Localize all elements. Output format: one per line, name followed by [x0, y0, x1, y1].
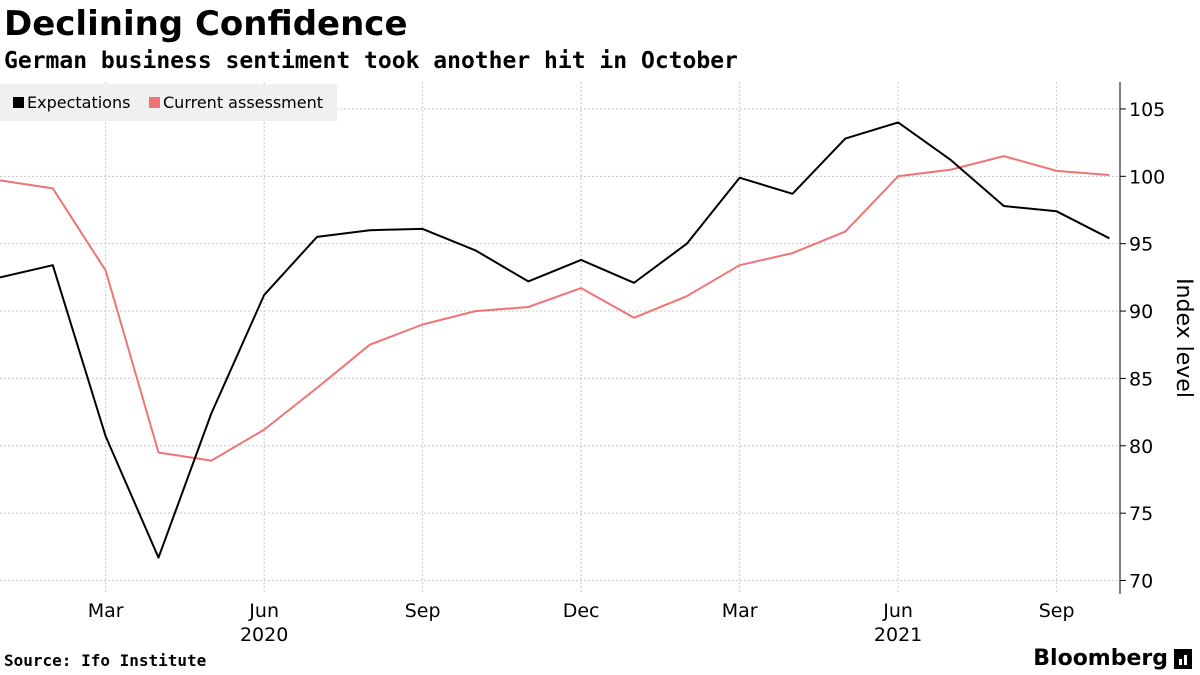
legend-label-current-assessment: Current assessment — [163, 93, 323, 112]
x-year-label: 2020 — [240, 624, 288, 646]
y-tick-label: 95 — [1129, 234, 1153, 256]
y-tick-label: 75 — [1129, 503, 1153, 525]
series-line-current-assessment — [0, 155, 1110, 462]
bloomberg-terminal-icon — [1174, 649, 1192, 669]
x-axis-ticks: Mar Jun Sep Dec Mar Jun Sep 2020 2021 — [88, 600, 1075, 646]
chart-title: Declining Confidence — [4, 4, 408, 44]
x-tick-label: Sep — [1039, 600, 1075, 622]
legend-swatch-expectations — [13, 97, 24, 108]
y-tick-label: 105 — [1129, 99, 1165, 121]
legend-label-expectations: Expectations — [27, 93, 130, 112]
x-tick-label: Jun — [248, 600, 279, 622]
x-year-label: 2021 — [874, 624, 922, 646]
legend-swatch-current-assessment — [149, 97, 160, 108]
y-tick-label: 90 — [1129, 301, 1153, 323]
chart-subtitle: German business sentiment took another h… — [4, 48, 738, 74]
x-tick-label: Jun — [882, 600, 913, 622]
x-tick-label: Mar — [88, 600, 124, 622]
brand-logo: Bloomberg — [1033, 645, 1192, 673]
series-line-expectations — [0, 121, 1110, 559]
y-tick-label: 80 — [1129, 436, 1153, 458]
x-tick-label: Dec — [563, 600, 600, 622]
x-tick-label: Sep — [405, 600, 441, 622]
legend-background — [0, 84, 337, 121]
brand-name: Bloomberg — [1033, 646, 1168, 671]
y-axis-title: Index level — [1171, 278, 1196, 398]
y-tick-label: 70 — [1129, 571, 1153, 593]
y-tick-label: 85 — [1129, 368, 1153, 390]
legend: Expectations Current assessment — [0, 84, 337, 121]
grid — [0, 82, 1120, 594]
y-axis: 70 75 80 85 90 95 100 105 — [1119, 82, 1165, 594]
series-lines — [0, 121, 1110, 559]
source-note: Source: Ifo Institute — [4, 651, 207, 670]
y-tick-label: 100 — [1129, 166, 1165, 188]
x-tick-label: Mar — [722, 600, 758, 622]
